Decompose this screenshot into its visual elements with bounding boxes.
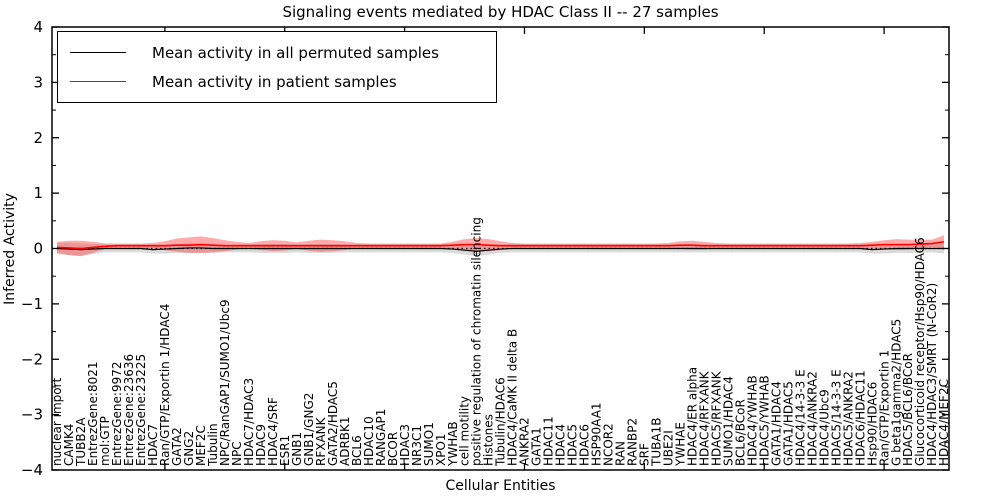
x-tick-label: RAN (614, 441, 628, 466)
x-tick-label: TUBB2A (74, 417, 88, 467)
x-tick-label: HDAC4/ER alpha (685, 367, 699, 466)
x-tick-label: mol:GTP (98, 416, 112, 466)
x-tick-label: NR3C1 (410, 425, 424, 466)
x-tick-label: ESR1 (278, 435, 292, 466)
x-tick-label: RANBP2 (626, 418, 640, 466)
legend: Mean activity in all permuted samples Me… (57, 31, 497, 103)
x-tick-label: HDAC4/RFXANK (697, 370, 711, 466)
x-tick-label: HDAC5 (566, 424, 580, 466)
patient-mean-line (56, 241, 945, 250)
legend-item-permuted: Mean activity in all permuted samples (70, 38, 496, 67)
y-tick-label: −3 (21, 406, 43, 424)
x-tick-label: BCOR (386, 432, 400, 466)
x-tick-label: CAMK4 (62, 424, 76, 466)
x-tick-label: HDAC4/14-3-3 E (793, 369, 807, 466)
x-tick-label: Tubulin/HDAC6 (494, 377, 508, 467)
y-tick-label: 2 (33, 129, 43, 147)
x-tick-label: Ran/GTP/Exportin 1/HDAC4 (158, 304, 172, 466)
y-tick-label: 1 (33, 184, 43, 202)
x-tick-label: cell motility (458, 396, 472, 466)
x-tick-label: HDAC4/MEF2C (937, 379, 951, 466)
category-labels: nuclear importCAMK4TUBB2AEntrezGene:8021… (50, 217, 951, 467)
x-tick-label: UBE2I (662, 430, 676, 466)
x-tick-label: GATA2 (170, 427, 184, 466)
x-tick-label: NPC (230, 441, 244, 466)
x-tick-label: Tubulin (206, 423, 220, 467)
x-tick-label: HDAC5/ANKRA2 (841, 371, 855, 466)
x-tick-label: GATA1/HDAC4 (769, 381, 783, 466)
x-axis-label: Cellular Entities (445, 478, 556, 494)
x-tick-label: RANGAP1 (374, 409, 388, 466)
x-tick-label: nuclear import (50, 377, 64, 466)
y-axis-ticks: −4 −3 −2 −1 0 1 2 3 4 (21, 18, 949, 479)
x-tick-label: HDAC4/HDAC3/SMRT (N-CoR2) (925, 283, 939, 466)
x-tick-label: Glucocorticoid receptor/Hsp90/HDAC6 (913, 237, 927, 466)
x-tick-label: G beta1gamma2/HDAC5 (889, 319, 903, 466)
x-tick-label: GNG2 (182, 431, 196, 466)
x-tick-label: BCL6/BCoR (733, 399, 747, 466)
y-tick-label: −4 (21, 461, 43, 479)
x-tick-label: HDAC7 (146, 424, 160, 466)
x-tick-label: YWHAE (673, 422, 687, 467)
x-tick-label: Ran/GTP/Exportin 1 (877, 350, 891, 466)
x-tick-label: SRF (638, 443, 652, 466)
x-tick-label: EntrezGene:8021 (86, 362, 100, 467)
legend-item-patient: Mean activity in patient samples (70, 67, 496, 96)
x-tick-label: GATA1 (530, 427, 544, 466)
x-tick-label: GNB1/GNG2 (302, 393, 316, 466)
x-tick-label: TUBA1B (650, 418, 664, 467)
x-tick-label: HDAC4/YWHAB (745, 375, 759, 466)
legend-label-patient: Mean activity in patient samples (152, 72, 397, 91)
y-tick-label: −2 (21, 350, 43, 368)
x-tick-label: EntrezGene:23636 (122, 354, 136, 466)
x-tick-label: HDAC9 (254, 424, 268, 466)
x-tick-label: GATA1/HDAC5 (781, 381, 795, 466)
x-tick-label: HDAC5/BCL6/BCoR (901, 353, 915, 466)
y-tick-label: −1 (21, 295, 43, 313)
x-tick-label: YWHAB (446, 421, 460, 467)
x-tick-label: HDAC6/HDAC11 (853, 370, 867, 466)
x-tick-label: HDAC4 (554, 424, 568, 466)
x-tick-label: ADRBK1 (338, 416, 352, 466)
x-tick-label: HDAC4/CaMK II delta B (506, 329, 520, 466)
x-tick-label: HDAC6 (578, 424, 592, 466)
x-tick-label: HDAC5/YWHAB (757, 375, 771, 466)
x-tick-label: EntrezGene:9972 (110, 362, 124, 467)
x-tick-label: HDAC4/ANKRA2 (805, 371, 819, 466)
x-tick-label: HDAC5/14-3-3 E (829, 369, 843, 466)
x-tick-label: MEF2C (194, 425, 208, 466)
chart-title: Signaling events mediated by HDAC Class … (282, 3, 719, 21)
permuted-line-swatch-icon (70, 52, 126, 53)
x-tick-label: SUMO1 (422, 422, 436, 466)
x-tick-label: EntrezGene:23225 (134, 354, 148, 466)
y-tick-label: 3 (33, 73, 43, 91)
x-tick-label: NPC/RanGAP1/SUMO1/Ubc9 (218, 299, 232, 466)
x-tick-label: Histones (482, 414, 496, 466)
permuted-mean-line (56, 247, 944, 252)
x-tick-label: HDAC11 (542, 416, 556, 466)
x-tick-label: HDAC7/HDAC3 (242, 378, 256, 466)
legend-label-permuted: Mean activity in all permuted samples (152, 43, 439, 62)
x-tick-label: RFXANK (314, 416, 328, 466)
x-tick-label: HDAC4/Ubc9 (817, 389, 831, 466)
x-tick-label: positive regulation of chromatin silenci… (470, 217, 484, 466)
x-tick-label: HDAC10 (362, 416, 376, 466)
y-tick-label: 0 (33, 240, 43, 258)
x-tick-label: SUMO1/HDAC4 (721, 376, 735, 466)
x-tick-label: ANKRA2 (518, 417, 532, 466)
x-tick-label: GATA2/HDAC5 (326, 381, 340, 466)
x-tick-label: HDAC4/SRF (266, 397, 280, 466)
x-tick-label: HSP90AA1 (590, 402, 604, 466)
x-tick-label: XPO1 (434, 433, 448, 466)
x-tick-label: HDAC5/RFXANK (709, 370, 723, 466)
patient-line-swatch-icon (70, 81, 126, 82)
x-tick-label: NCOR2 (602, 423, 616, 466)
x-tick-label: Hsp90/HDAC6 (865, 382, 879, 466)
x-tick-label: BCL6 (350, 435, 364, 466)
y-tick-label: 4 (33, 18, 43, 36)
x-tick-label: GNB1 (290, 432, 304, 466)
x-tick-label: HDAC3 (398, 424, 412, 466)
